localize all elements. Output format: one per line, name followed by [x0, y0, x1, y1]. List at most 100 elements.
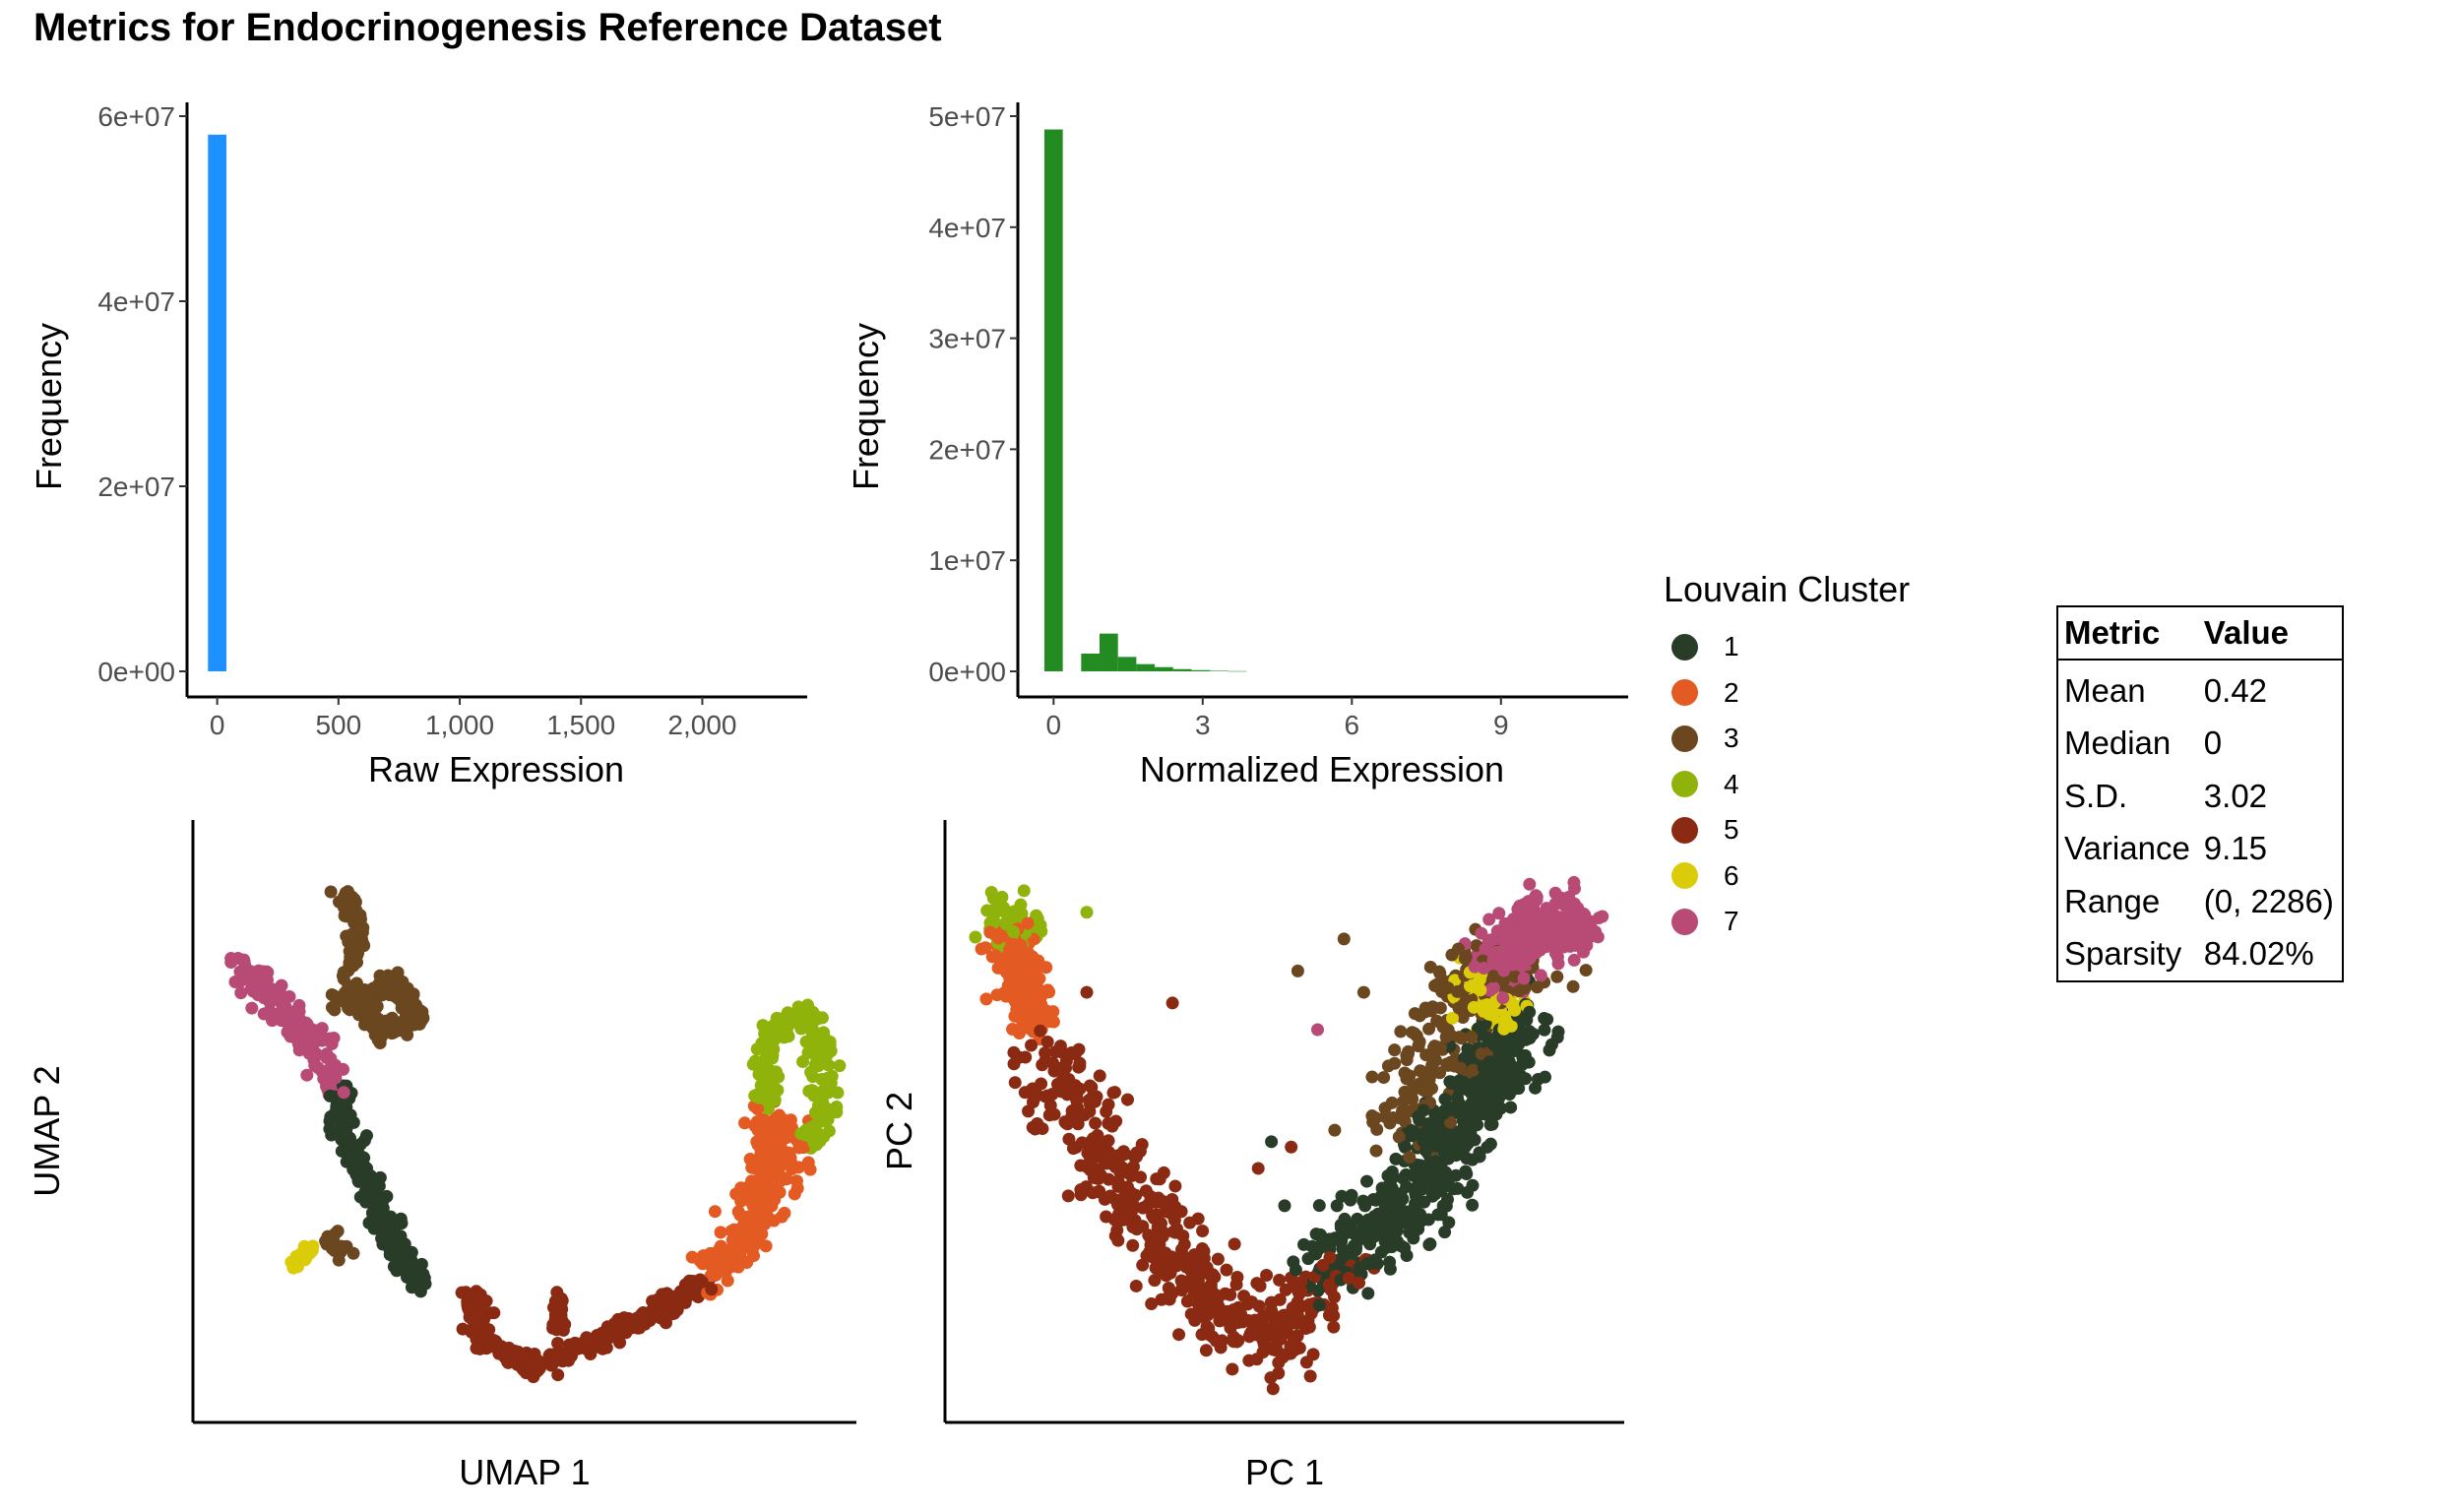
- cluster-1-point: [323, 1122, 337, 1136]
- cluster-4-point: [983, 915, 997, 929]
- cluster-1-point: [1413, 1216, 1426, 1229]
- cluster-7-point: [268, 1008, 282, 1022]
- cluster-2-point: [760, 1151, 774, 1165]
- cluster-2-point: [783, 1152, 796, 1166]
- cluster-3-point: [401, 1028, 414, 1041]
- cluster-5-point: [463, 1310, 476, 1324]
- histogram-bar-6: [1172, 668, 1192, 671]
- cluster-7-point: [285, 1005, 299, 1019]
- legend-label: 6: [1724, 859, 1739, 891]
- cluster-7-point: [1567, 897, 1581, 911]
- cluster-5-point: [1278, 1324, 1292, 1338]
- cluster-1-point: [1444, 1125, 1458, 1139]
- x-axis-title: UMAP 1: [459, 1452, 590, 1492]
- cluster-1-point: [1339, 1219, 1353, 1232]
- cluster-5-point: [1342, 1271, 1355, 1285]
- cluster-7-point: [319, 1069, 333, 1083]
- cluster-5-point: [613, 1336, 627, 1350]
- cluster-2-point: [790, 1174, 804, 1188]
- histogram-bar-0: [1043, 129, 1063, 671]
- cluster-1-point: [1438, 1226, 1452, 1239]
- cluster-7-point: [1477, 962, 1490, 976]
- cluster-5-point: [1224, 1288, 1237, 1301]
- cluster-5-point: [1168, 1179, 1182, 1193]
- cluster-1-point: [328, 1107, 342, 1121]
- cluster-1-point: [1450, 1140, 1464, 1154]
- cluster-5-point: [647, 1295, 661, 1309]
- cluster-1-point: [1384, 1221, 1398, 1234]
- cluster-1-point: [1523, 1005, 1537, 1019]
- histogram-bar-5: [1155, 666, 1173, 671]
- cluster-2-point: [714, 1226, 727, 1239]
- cluster-5-point: [473, 1342, 487, 1355]
- cluster-7-point: [237, 955, 251, 969]
- cluster-5-point: [1025, 1039, 1039, 1052]
- cluster-7-point: [257, 990, 271, 1004]
- cluster-5-point: [1136, 1220, 1150, 1233]
- cluster-1-point: [408, 1262, 421, 1276]
- cluster-4-point: [752, 1091, 766, 1104]
- cluster-5-point: [1291, 1295, 1304, 1309]
- cluster-5-point: [1106, 1086, 1120, 1100]
- cluster-4-point: [825, 1069, 839, 1083]
- cluster-3-point: [1291, 964, 1304, 977]
- cluster-5-point: [669, 1292, 683, 1305]
- cluster-5-point: [1265, 1310, 1279, 1324]
- cluster-1-point: [1407, 1231, 1420, 1245]
- cluster-5-point: [1237, 1290, 1251, 1303]
- cluster-1-point: [1510, 1036, 1524, 1049]
- cluster-1-point: [1430, 1135, 1444, 1149]
- cluster-1-point: [1519, 1072, 1533, 1086]
- cluster-7-point: [305, 1039, 319, 1052]
- legend-label: 7: [1724, 906, 1739, 937]
- cluster-3-point: [1531, 980, 1544, 994]
- cluster-3-point: [1512, 984, 1526, 998]
- metric-value-cell: 84.02%: [2203, 935, 2314, 973]
- normalized-expression-histogram: 0 3 6 9 0e+00 1e+07 2e+07 3e+07 4e+07 5e+07 Normal…: [846, 101, 1628, 789]
- cluster-5-point: [1103, 1189, 1117, 1203]
- cluster-2-point: [991, 961, 1005, 975]
- cluster-1-point: [1436, 1199, 1450, 1213]
- cluster-3-point: [348, 938, 362, 952]
- cluster-7-point: [1511, 903, 1525, 916]
- histogram-bar-2: [1100, 633, 1118, 671]
- metrics-row: Sparsity 84.02%: [2057, 928, 2343, 982]
- cluster-1-point: [1459, 1165, 1473, 1178]
- cluster-2-point: [736, 1189, 750, 1203]
- cluster-1-point: [1453, 1126, 1467, 1140]
- cluster-5-point: [1144, 1195, 1158, 1209]
- cluster-2-point: [751, 1102, 765, 1116]
- cluster-2-point: [1006, 1023, 1020, 1037]
- cluster-2-point: [760, 1182, 774, 1196]
- cluster-3-point: [385, 978, 399, 992]
- cluster-5-point: [1136, 1258, 1150, 1272]
- cluster-1-point: [1334, 1235, 1348, 1249]
- cluster-5-point: [1117, 1148, 1131, 1162]
- y-tick-label: 2e+07: [928, 434, 1006, 465]
- cluster-7-point: [1497, 964, 1511, 977]
- legend-item: 1: [1664, 624, 1910, 670]
- cluster-5-point: [1172, 1328, 1186, 1342]
- cluster-7-point: [1530, 893, 1544, 907]
- cluster-5-point: [1285, 1140, 1298, 1154]
- cluster-3-point: [1452, 942, 1466, 956]
- cluster-1-point: [1491, 1099, 1505, 1112]
- cluster-5-point: [1299, 1322, 1313, 1336]
- cluster-5-point: [1166, 1286, 1179, 1299]
- x-tick-label: 2,000: [667, 710, 736, 740]
- cluster-5-point: [468, 1325, 481, 1339]
- cluster-1-point: [1541, 1013, 1554, 1027]
- cluster-5-point: [1160, 1205, 1173, 1219]
- cluster-5-point: [501, 1355, 515, 1369]
- cluster-4-point: [762, 1065, 776, 1079]
- cluster-1-point: [1405, 1129, 1418, 1143]
- cluster-5-point: [473, 1288, 487, 1301]
- cluster-2-point: [697, 1249, 711, 1263]
- umap-scatter: UMAP 1 UMAP 2: [27, 820, 856, 1492]
- cluster-3-point: [1475, 1047, 1488, 1061]
- legend-item: 7: [1664, 899, 1910, 945]
- cluster-6-point: [1508, 1003, 1522, 1017]
- cluster-1-point: [340, 1121, 353, 1135]
- cluster-3-point: [399, 1012, 412, 1026]
- cluster-7-point: [234, 966, 248, 979]
